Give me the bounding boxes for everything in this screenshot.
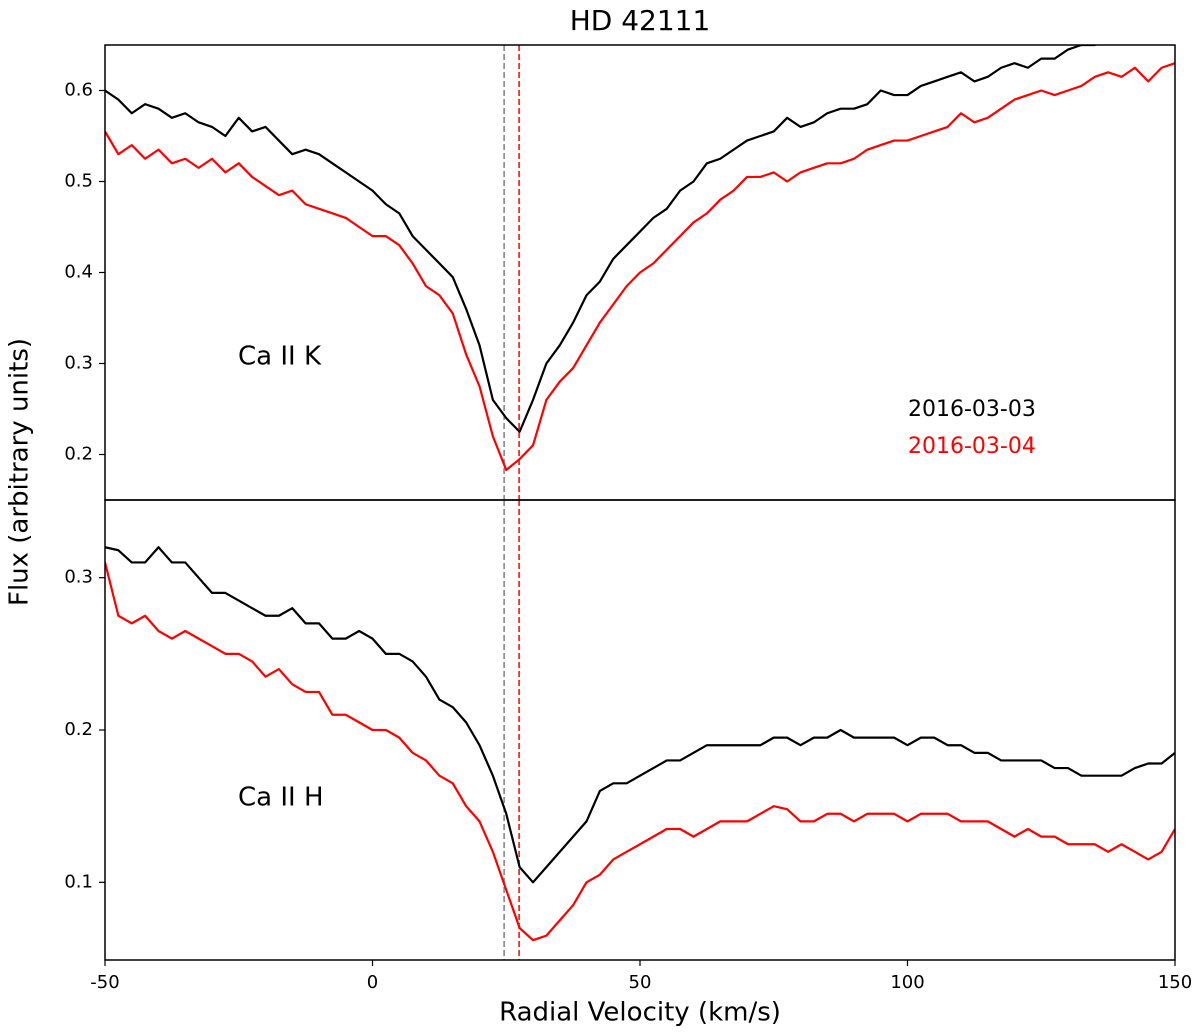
y-tick-label: 0.3 bbox=[64, 353, 93, 374]
x-tick-label: 150 bbox=[1158, 972, 1192, 993]
y-tick-label: 0.3 bbox=[64, 567, 93, 588]
x-tick-label: 50 bbox=[629, 972, 652, 993]
y-tick-label: 0.4 bbox=[64, 262, 93, 283]
plot-area bbox=[105, 45, 1175, 500]
legend-entry: 2016-03-04 bbox=[908, 434, 1036, 459]
data-line bbox=[105, 562, 1175, 942]
y-axis-label: Flux (arbitrary units) bbox=[5, 338, 35, 606]
y-tick-label: 0.5 bbox=[64, 171, 93, 192]
x-tick-label: -50 bbox=[90, 972, 119, 993]
panel-annotation: Ca II H bbox=[238, 783, 324, 813]
x-tick-label: 100 bbox=[890, 972, 924, 993]
panel-annotation: Ca II K bbox=[238, 342, 322, 372]
data-line bbox=[105, 546, 1175, 884]
y-tick-label: 0.1 bbox=[64, 871, 93, 892]
data-line bbox=[105, 45, 1099, 433]
plot-area bbox=[105, 500, 1175, 960]
legend-entry: 2016-03-03 bbox=[908, 397, 1036, 422]
chart-title: HD 42111 bbox=[570, 4, 711, 37]
y-tick-label: 0.6 bbox=[64, 80, 93, 101]
x-axis-label: Radial Velocity (km/s) bbox=[499, 998, 781, 1028]
x-tick-label: 0 bbox=[367, 972, 378, 993]
data-line bbox=[105, 62, 1175, 472]
y-tick-label: 0.2 bbox=[64, 444, 93, 465]
panel-frame bbox=[104, 499, 1176, 961]
y-tick-label: 0.2 bbox=[64, 719, 93, 740]
